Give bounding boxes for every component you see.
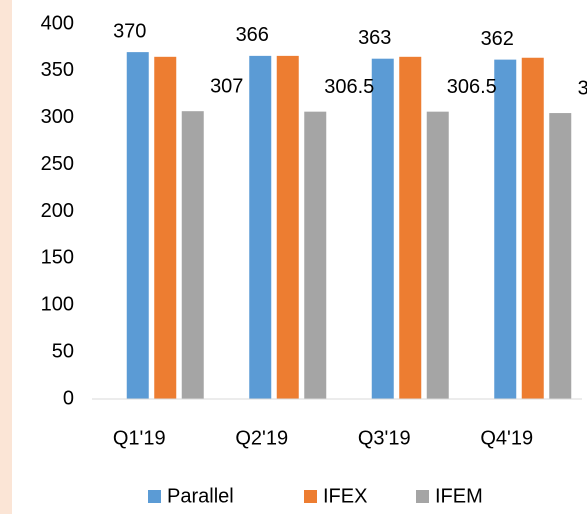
y-tick-label: 150 — [41, 247, 74, 269]
data-label: 362 — [481, 28, 514, 50]
legend-swatch — [148, 490, 161, 503]
legend-swatch — [304, 490, 317, 503]
y-tick-label: 300 — [41, 106, 74, 128]
data-label: 366 — [236, 24, 269, 46]
data-label: 305 — [578, 77, 587, 99]
x-tick-label: Q2'19 — [235, 427, 288, 449]
bar — [371, 58, 394, 399]
x-tick-label: Q4'19 — [480, 427, 533, 449]
side-strip — [0, 0, 12, 514]
bar — [521, 57, 544, 399]
y-tick-label: 350 — [41, 59, 74, 81]
bar — [126, 52, 149, 399]
legend-swatch — [416, 490, 429, 503]
data-label: 363 — [358, 27, 391, 49]
x-tick-label: Q1'19 — [113, 427, 166, 449]
bar — [304, 111, 327, 399]
legend-label: Parallel — [167, 485, 234, 507]
data-label: 306.5 — [447, 76, 497, 98]
data-label: 370 — [113, 20, 146, 42]
y-tick-label: 400 — [41, 12, 74, 34]
bar — [426, 111, 449, 399]
legend-label: IFEM — [435, 485, 483, 507]
data-label: 306.5 — [324, 76, 374, 98]
y-tick-label: 0 — [63, 387, 74, 409]
legend-label: IFEX — [323, 485, 367, 507]
bar — [181, 111, 204, 399]
data-label: 307 — [210, 75, 243, 97]
y-tick-label: 250 — [41, 153, 74, 175]
bar — [399, 56, 422, 399]
y-tick-label: 50 — [52, 340, 74, 362]
bar — [276, 55, 299, 399]
y-tick-label: 200 — [41, 200, 74, 222]
x-tick-label: Q3'19 — [358, 427, 411, 449]
bar — [494, 59, 517, 399]
bar — [154, 56, 177, 399]
y-tick-label: 100 — [41, 294, 74, 316]
bar — [549, 113, 572, 399]
bar — [249, 55, 272, 399]
